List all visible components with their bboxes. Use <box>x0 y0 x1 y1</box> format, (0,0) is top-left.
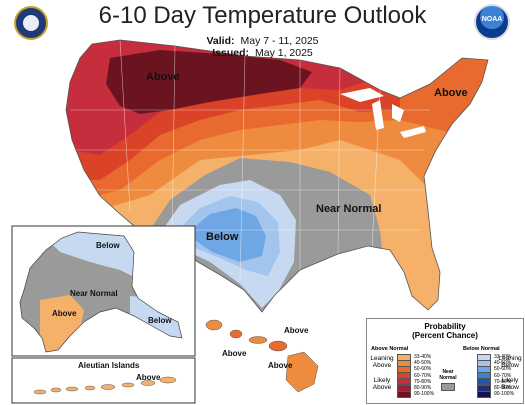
above-range: 70-80% <box>414 378 432 385</box>
below-item: 90-100% <box>477 390 515 398</box>
label-alaska-above: Above <box>52 309 77 318</box>
below-range: 70-80% <box>494 378 512 385</box>
above-range: 33-40% <box>414 354 432 361</box>
commerce-seal-icon <box>14 6 48 40</box>
above-range: 80-90% <box>414 385 432 392</box>
legend-near-normal-swatch <box>441 383 455 391</box>
below-range: 80-90% <box>494 385 512 392</box>
legend-title: Probability (Percent Chance) <box>367 322 523 340</box>
northeast-above-zone <box>440 62 488 112</box>
below-range: 40-50% <box>494 360 512 367</box>
above-range: 40-50% <box>414 360 432 367</box>
label-above-northeast: Above <box>434 87 468 99</box>
probability-legend: Probability (Percent Chance) Above Normal… <box>366 318 524 404</box>
valid-value: May 7 - 11, 2025 <box>240 35 319 47</box>
legend-above-scale: 33-40% 40-50% 50-60% 60-70% 70-80% 80-90% 90-1… <box>397 353 435 398</box>
below-swatch <box>477 390 491 398</box>
label-hawaii-above-1: Above <box>284 326 309 335</box>
valid-dates: Valid: May 7 - 11, 2025 <box>0 35 525 47</box>
label-hawaii-above-2: Above <box>222 349 247 358</box>
legend-likely-below: Likely Below <box>501 377 519 391</box>
below-range: 60-70% <box>494 372 512 379</box>
legend-likely-above: Likely Above <box>372 377 392 391</box>
label-hawaii-above-3: Above <box>268 361 293 370</box>
legend-below-normal-heading: Below Normal <box>463 346 500 352</box>
noaa-logo-icon: NOAA <box>474 4 510 40</box>
issued-value: May 1, 2025 <box>254 47 313 59</box>
issued-label: Issued: <box>212 47 249 59</box>
noaa-logo-text: NOAA <box>481 16 503 23</box>
conus-outline <box>65 39 489 313</box>
label-alaska-near-normal: Near Normal <box>70 289 118 298</box>
above-range: 60-70% <box>414 372 432 379</box>
below-range: 90-100% <box>494 391 515 398</box>
great-lakes <box>340 88 426 138</box>
legend-title-line1: Probability <box>424 322 466 331</box>
aleutian-islands-shapes <box>33 376 177 395</box>
hawaii-islands <box>205 319 319 393</box>
below-range: 33-40% <box>494 354 512 361</box>
alaska-outline <box>19 231 183 353</box>
legend-title-line2: (Percent Chance) <box>412 331 478 340</box>
label-aleutian-above: Above <box>136 373 161 382</box>
below-range: 50-60% <box>494 366 512 373</box>
label-alaska-below-north: Below <box>96 241 120 250</box>
legend-leaning-below: Leaning Below <box>498 355 522 369</box>
above-range: 50-60% <box>414 366 432 373</box>
legend-near-normal-label: Near Normal <box>439 369 457 381</box>
label-near-normal-central: Near Normal <box>316 203 381 215</box>
issued-date: Issued: May 1, 2025 <box>0 47 525 59</box>
below-50-60-zone <box>186 208 266 262</box>
legend-above-normal-heading: Above Normal <box>371 346 409 352</box>
legend-below-scale: 33-40% 40-50% 50-60% 60-70% 70-80% 80-90% 90-1… <box>477 353 515 398</box>
label-aleutian-title: Aleutian Islands <box>78 361 140 370</box>
page-title: 6-10 Day Temperature Outlook <box>98 2 427 29</box>
label-alaska-below-southeast: Below <box>148 316 172 325</box>
above-swatch <box>397 390 411 398</box>
label-above-northwest: Above <box>146 71 180 83</box>
above-item: 90-100% <box>397 390 435 398</box>
valid-label: Valid: <box>206 35 235 47</box>
above-range: 90-100% <box>414 391 435 398</box>
legend-leaning-above: Leaning Above <box>370 355 394 369</box>
label-below-southwest: Below <box>206 231 239 243</box>
above-80-90-core <box>106 50 312 114</box>
